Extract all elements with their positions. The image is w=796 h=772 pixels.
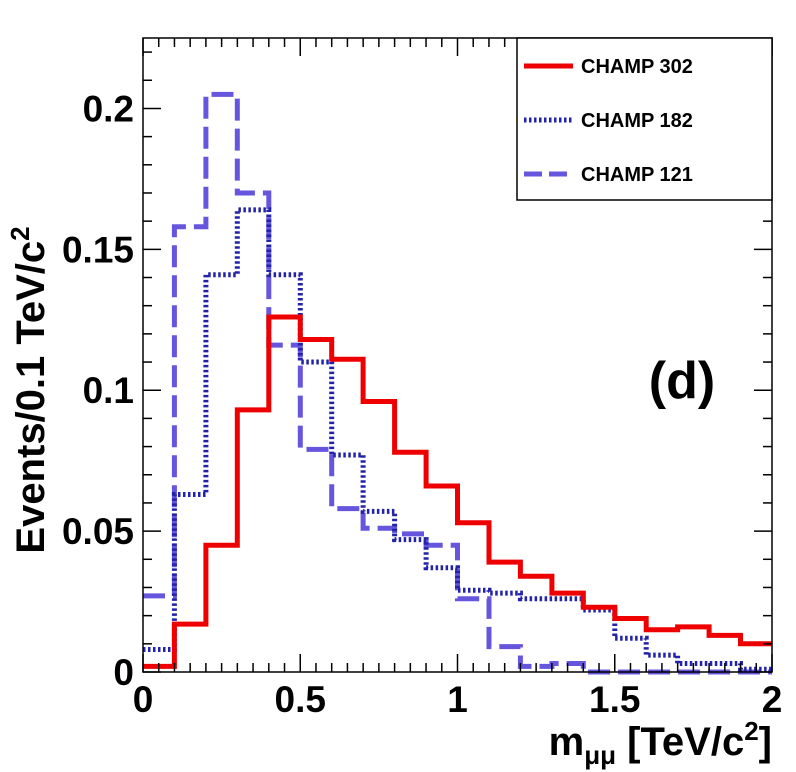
legend-label-champ-302: CHAMP 302 <box>581 56 693 78</box>
y-tick-label: 0.2 <box>83 88 134 129</box>
y-tick-label: 0.1 <box>83 370 134 411</box>
x-axis-title-sub: μμ <box>584 740 616 770</box>
y-tick-label: 0 <box>113 652 134 693</box>
x-tick-label: 0 <box>133 679 154 720</box>
panel-label: (d) <box>649 352 715 410</box>
series-line-champ-182 <box>143 207 772 672</box>
x-axis-title: mμμ [TeV/c2] <box>549 716 772 770</box>
x-tick-label: 2 <box>762 679 783 720</box>
x-tick-label: 1 <box>447 679 468 720</box>
series-line-champ-302 <box>143 314 772 669</box>
x-axis-title-close: ] <box>759 720 772 764</box>
x-axis-title-unit: [TeV/c <box>616 720 744 764</box>
label-layer: 0 0.5 1 1.5 2 0 0.05 0.1 0.15 0.2 <box>62 88 782 720</box>
legend-label-champ-182: CHAMP 182 <box>581 110 693 132</box>
x-tick-label: 0.5 <box>275 679 326 720</box>
x-tick-label: 1.5 <box>589 679 640 720</box>
x-axis-title-main: m <box>549 720 585 764</box>
y-tick-label: 0.05 <box>62 511 134 552</box>
x-axis-title-sup: 2 <box>744 716 758 746</box>
y-axis-title: Events/0.1 TeV/c2 <box>5 226 53 553</box>
legend: CHAMP 302 CHAMP 182 CHAMP 121 <box>516 37 773 201</box>
y-axis-title-main: Events/0.1 TeV/c <box>9 241 53 554</box>
y-axis-title-sup: 2 <box>5 226 35 240</box>
legend-label-champ-121: CHAMP 121 <box>581 164 693 186</box>
y-tick-label: 0.15 <box>62 229 134 270</box>
